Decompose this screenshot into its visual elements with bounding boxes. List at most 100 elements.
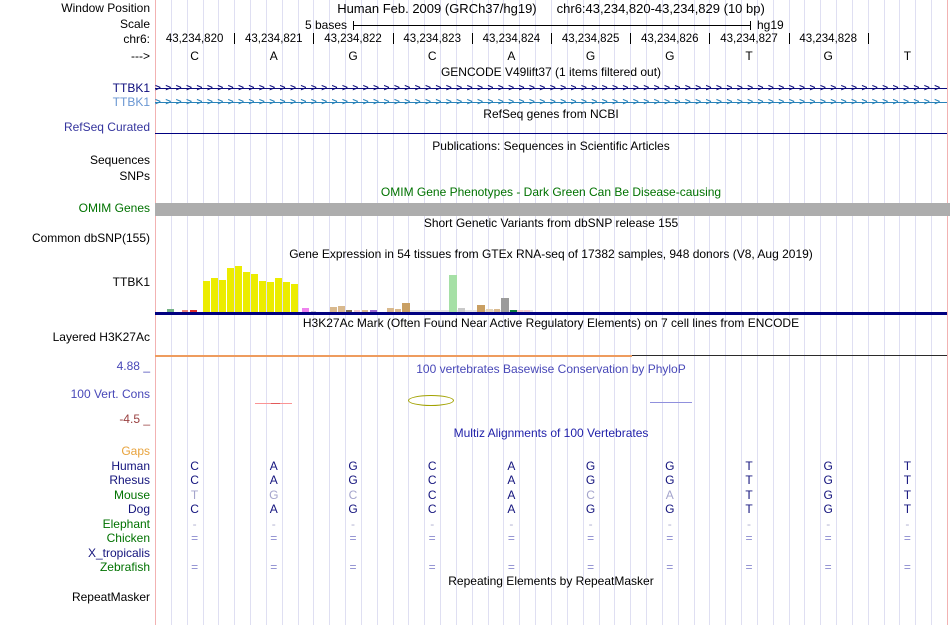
alignment-base: - bbox=[905, 516, 910, 531]
h3k27ac-track-title: H3K27Ac Mark (Often Found Near Active Re… bbox=[302, 316, 800, 330]
gtex-tissue-bar[interactable] bbox=[402, 303, 410, 312]
gtex-tissue-bar[interactable] bbox=[524, 310, 530, 312]
conservation-ellipse-mark[interactable] bbox=[408, 395, 454, 406]
gtex-tissue-bar[interactable] bbox=[283, 282, 290, 312]
gtex-tissue-bar[interactable] bbox=[501, 298, 509, 312]
coordinate-tick bbox=[234, 33, 236, 44]
gtex-tissue-bar[interactable] bbox=[259, 281, 266, 312]
refseq-gene-line[interactable] bbox=[155, 133, 947, 134]
gtex-tissue-bar[interactable] bbox=[311, 311, 316, 312]
gtex-gene-label[interactable]: TTBK1 bbox=[112, 275, 150, 289]
gtex-tissue-bar[interactable] bbox=[387, 308, 394, 312]
omim-genes-label[interactable]: OMIM Genes bbox=[78, 201, 150, 215]
gtex-tissue-bar[interactable] bbox=[219, 280, 226, 312]
gencode-gene-item[interactable]: >>>>>>>>>>>>>>>>>>>>>>>>>>>>>>>>>>>>>>>>… bbox=[155, 96, 947, 109]
gtex-tissue-bar[interactable] bbox=[338, 306, 345, 312]
alignment-base: G bbox=[823, 487, 833, 502]
gtex-tissue-bar[interactable] bbox=[235, 266, 242, 312]
gaps-row-label[interactable]: Gaps bbox=[121, 444, 150, 458]
gencode-gene-label[interactable]: TTBK1 bbox=[112, 81, 150, 95]
alignment-base: C bbox=[190, 458, 199, 473]
gencode-gene-label[interactable]: TTBK1 bbox=[112, 95, 150, 109]
multiz-species-label[interactable]: Dog bbox=[127, 502, 150, 516]
reference-base: A bbox=[507, 49, 516, 63]
multiz-species-label[interactable]: Rhesus bbox=[109, 473, 150, 487]
gtex-tissue-bar[interactable] bbox=[227, 268, 234, 312]
gtex-tissue-bar[interactable] bbox=[330, 307, 337, 312]
reference-base: G bbox=[823, 49, 833, 63]
gencode-gene-item[interactable]: >>>>>>>>>>>>>>>>>>>>>>>>>>>>>>>>>>>>>>>>… bbox=[155, 82, 947, 95]
gtex-tissue-bar[interactable] bbox=[486, 309, 493, 312]
assembly-title: Human Feb. 2009 (GRCh37/hg19) bbox=[337, 1, 537, 16]
coordinate-label: 43,234,827 bbox=[720, 33, 778, 45]
refseq-curated-label[interactable]: RefSeq Curated bbox=[63, 120, 150, 134]
alignment-base: T bbox=[745, 502, 753, 516]
alignment-base: = bbox=[903, 560, 911, 574]
scale-bar-text: 5 bases bbox=[304, 18, 347, 32]
h3k27ac-signal-line[interactable] bbox=[155, 355, 632, 357]
common-dbsnp-label[interactable]: Common dbSNP(155) bbox=[31, 231, 150, 245]
multiz-species-label[interactable]: Human bbox=[111, 458, 150, 473]
gtex-tissue-bar[interactable] bbox=[517, 310, 523, 312]
alignment-base: = bbox=[745, 560, 753, 574]
gtex-tissue-bar[interactable] bbox=[477, 305, 485, 312]
repeatmasker-label[interactable]: RepeatMasker bbox=[71, 590, 150, 604]
gtex-tissue-bar[interactable] bbox=[190, 310, 197, 312]
alignment-base: G bbox=[665, 458, 675, 473]
coordinate-tick bbox=[630, 33, 632, 44]
coordinate-tick bbox=[788, 33, 790, 44]
gtex-tissue-bar[interactable] bbox=[346, 310, 352, 312]
alignment-base: - bbox=[588, 516, 593, 531]
gtex-tissue-bar[interactable] bbox=[302, 308, 309, 312]
gtex-baseline[interactable] bbox=[155, 312, 947, 315]
alignment-base: C bbox=[427, 473, 437, 487]
gtex-tissue-bar[interactable] bbox=[354, 310, 360, 312]
gtex-tissue-bar[interactable] bbox=[494, 309, 500, 312]
conservation-line-mark[interactable] bbox=[271, 403, 280, 404]
gtex-tissue-bar[interactable] bbox=[395, 309, 401, 312]
gtex-tissue-bar[interactable] bbox=[458, 308, 465, 312]
gtex-tissue-bar[interactable] bbox=[449, 275, 457, 312]
gtex-tissue-bar[interactable] bbox=[362, 310, 368, 312]
snps-label[interactable]: SNPs bbox=[119, 169, 150, 183]
gtex-tissue-bar[interactable] bbox=[291, 284, 298, 312]
alignment-base: T bbox=[190, 487, 199, 502]
multiz-species-label[interactable]: Elephant bbox=[102, 516, 150, 531]
alignment-base: = bbox=[587, 531, 595, 545]
gtex-tissue-bar[interactable] bbox=[251, 274, 258, 312]
gtex-tissue-bar[interactable] bbox=[410, 310, 533, 312]
alignment-base: = bbox=[587, 560, 595, 574]
gtex-tissue-bar[interactable] bbox=[243, 272, 250, 312]
omim-gene-bar[interactable] bbox=[155, 203, 950, 216]
gtex-tissue-bar[interactable] bbox=[182, 310, 188, 312]
multiz-species-label[interactable]: X_tropicalis bbox=[87, 545, 150, 560]
gtex-tissue-bar[interactable] bbox=[510, 310, 517, 312]
alignment-base: = bbox=[507, 531, 515, 545]
gtex-tissue-bar[interactable] bbox=[167, 309, 174, 312]
h3k27ac-signal-line[interactable] bbox=[632, 355, 947, 356]
genome-version-label: hg19 bbox=[757, 18, 784, 32]
gtex-tissue-bar[interactable] bbox=[275, 278, 282, 312]
layered-h3k27ac-label[interactable]: Layered H3K27Ac bbox=[52, 330, 150, 344]
multiz-species-label[interactable]: Chicken bbox=[106, 531, 150, 545]
vert-cons-label[interactable]: 100 Vert. Cons bbox=[70, 387, 150, 401]
coordinate-label: 43,234,820 bbox=[165, 33, 224, 45]
alignment-base: T bbox=[745, 473, 753, 487]
alignment-base: G bbox=[823, 458, 833, 473]
gtex-tissue-bar[interactable] bbox=[370, 310, 377, 312]
gtex-tissue-bar[interactable] bbox=[267, 282, 274, 312]
alignment-base: - bbox=[430, 516, 435, 531]
coordinate-tick bbox=[867, 33, 869, 44]
multiz-species-label[interactable]: Zebrafish bbox=[99, 560, 150, 574]
sequences-label[interactable]: Sequences bbox=[89, 153, 150, 167]
alignment-base: = bbox=[666, 531, 674, 545]
conservation-line-mark[interactable] bbox=[650, 402, 692, 403]
alignment-base: A bbox=[507, 502, 516, 516]
gtex-tissue-bar[interactable] bbox=[203, 281, 210, 312]
multiz-species-label[interactable]: Mouse bbox=[113, 487, 150, 502]
alignment-base: = bbox=[191, 531, 199, 545]
alignment-base: C bbox=[427, 502, 437, 516]
gtex-tissue-bar[interactable] bbox=[211, 278, 218, 312]
alignment-base: G bbox=[585, 458, 596, 473]
